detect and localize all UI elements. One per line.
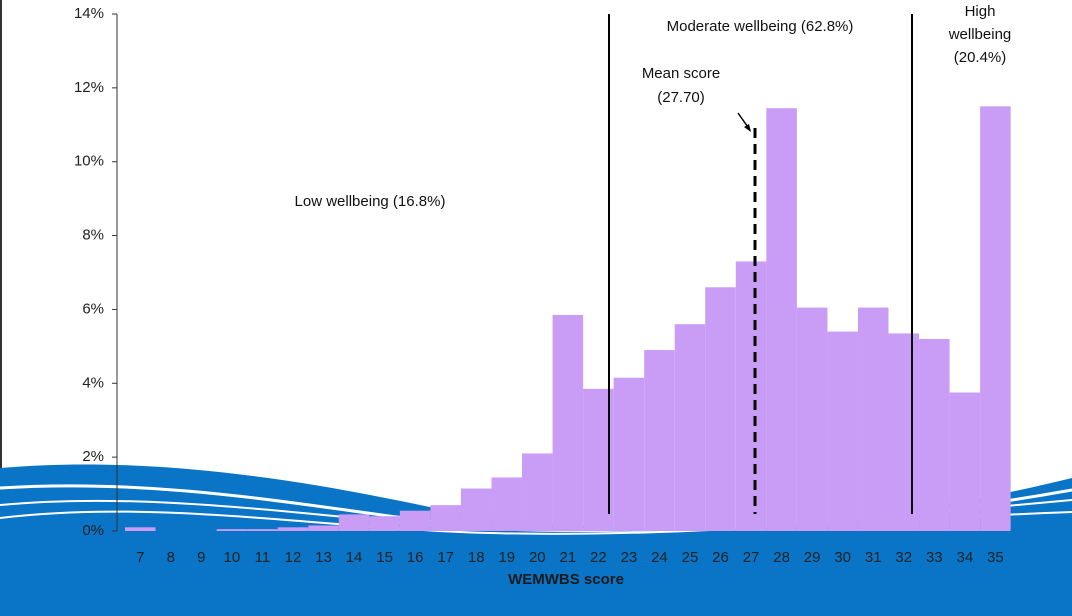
x-tick-label: 9 (197, 549, 205, 566)
x-tick-label: 32 (895, 549, 912, 566)
y-tick-label: 14% (74, 5, 104, 22)
x-tick-label: 12 (285, 549, 302, 566)
y-tick-label: 8% (82, 227, 104, 244)
x-tick-label: 29 (804, 549, 821, 566)
x-tick-label: 25 (682, 549, 699, 566)
annotation: (27.70) (657, 89, 705, 106)
x-tick-label: 13 (315, 549, 332, 566)
bar (461, 489, 492, 531)
bar (797, 308, 828, 531)
annotation: Low wellbeing (16.8%) (295, 193, 446, 210)
y-tick-label: 0% (82, 522, 104, 539)
bar (614, 378, 645, 531)
x-tick-label: 30 (834, 549, 851, 566)
annotation: wellbeing (948, 26, 1012, 43)
x-tick-label: 8 (167, 549, 175, 566)
x-tick-label: 26 (712, 549, 729, 566)
bar (491, 477, 522, 531)
bar (980, 106, 1011, 531)
x-tick-label: 27 (743, 549, 760, 566)
annotation: High (965, 3, 996, 20)
x-tick-label: 23 (621, 549, 638, 566)
bar (430, 505, 461, 531)
bar (736, 261, 767, 531)
bar (339, 514, 370, 531)
bar (705, 287, 736, 531)
bar (675, 324, 706, 531)
bar (369, 516, 400, 531)
x-tick-label: 31 (865, 549, 882, 566)
bar (919, 339, 950, 531)
x-axis-label: WEMWBS score (508, 571, 624, 588)
x-tick-label: 17 (437, 549, 454, 566)
y-tick-label: 2% (82, 448, 104, 465)
bar (827, 332, 858, 531)
x-tick-label: 33 (926, 549, 943, 566)
x-tick-label: 19 (498, 549, 515, 566)
bar (125, 527, 156, 531)
bar (278, 527, 309, 531)
y-tick-label: 12% (74, 79, 104, 96)
x-tick-label: 24 (651, 549, 668, 566)
x-tick-label: 10 (224, 549, 241, 566)
annotation: Moderate wellbeing (62.8%) (667, 18, 854, 35)
chart: WEMWBS score 0% 2% 4% 6% 8% 10% 12% 14% 7 8 9 10 11 1… (0, 0, 1072, 616)
bar (858, 308, 889, 531)
bar (247, 529, 278, 531)
x-tick-label: 34 (957, 549, 974, 566)
y-tick-label: 6% (82, 300, 104, 317)
bar (766, 108, 797, 531)
x-tick-label: 15 (376, 549, 393, 566)
bar (553, 315, 584, 531)
x-tick-label: 22 (590, 549, 607, 566)
x-tick-label: 18 (468, 549, 485, 566)
x-tick-label: 28 (773, 549, 790, 566)
bar (522, 453, 553, 531)
annotation: (20.4%) (954, 49, 1007, 66)
x-tick-label: 20 (529, 549, 546, 566)
annotation: Mean score (642, 65, 720, 82)
bar (644, 350, 675, 531)
bar (950, 393, 981, 531)
bar (308, 525, 339, 531)
bar (400, 511, 431, 531)
x-tick-label: 35 (987, 549, 1004, 566)
bar (889, 333, 920, 531)
x-tick-label: 14 (346, 549, 363, 566)
x-tick-label: 11 (255, 549, 271, 566)
bar (217, 529, 248, 531)
x-tick-label: 7 (136, 549, 144, 566)
y-tick-label: 10% (74, 153, 104, 170)
x-tick-label: 16 (407, 549, 424, 566)
y-tick-label: 4% (82, 374, 104, 391)
x-tick-label: 21 (559, 549, 576, 566)
